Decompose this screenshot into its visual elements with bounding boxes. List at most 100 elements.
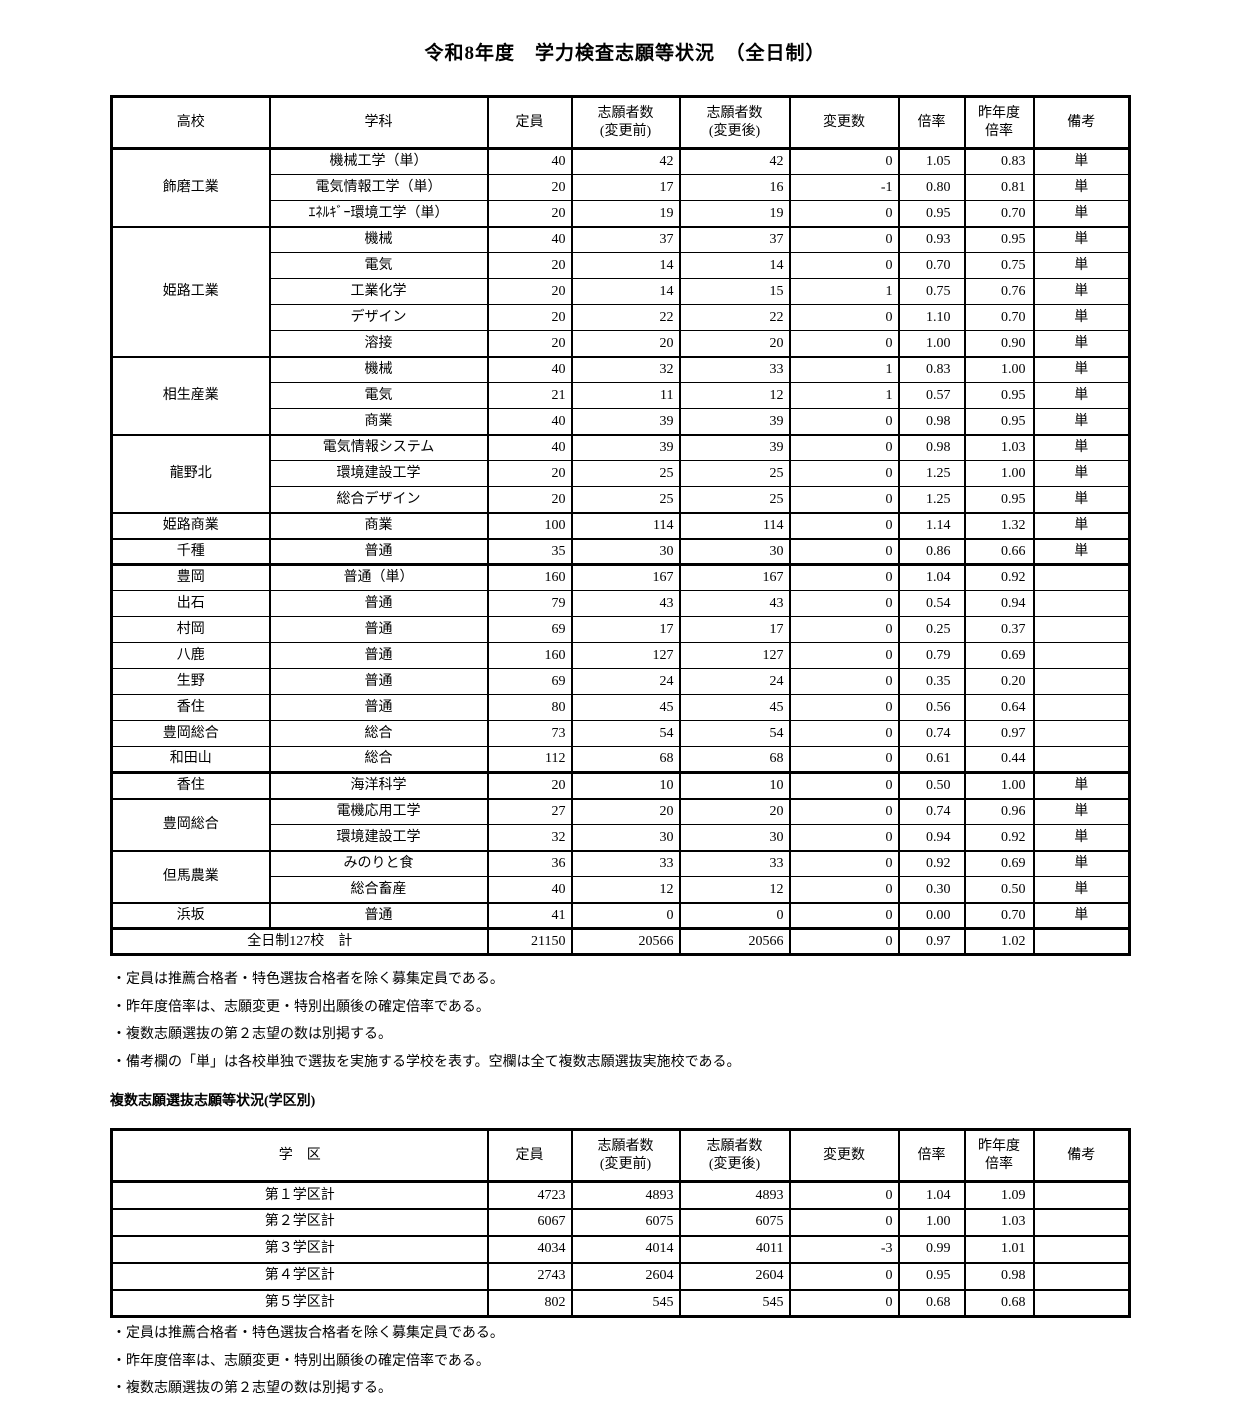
exam-table-header-row: 高校 学科 定員 志願者数 (変更前) 志願者数 (変更後) 変更数 倍率 昨年…: [110, 96, 1131, 150]
prev-ratio-cell: 0.37: [963, 616, 1035, 643]
table-row: 香住 普通 80 45 45 0 0.56 0.64: [110, 694, 1131, 721]
prev-ratio-cell: 1.00: [963, 771, 1035, 799]
capacity-cell: 4723: [486, 1181, 573, 1209]
table-row: 香住 海洋科学 20 10 10 0 0.50 1.00 単: [110, 771, 1131, 799]
department-cell: 普通（単）: [268, 563, 489, 591]
prev-ratio-cell: 0.70: [963, 200, 1035, 227]
prev-ratio-cell: 0.95: [963, 382, 1035, 409]
prev-ratio-cell: 0.64: [963, 694, 1035, 721]
applicants-after-cell: 20: [678, 330, 791, 357]
change-cell: 0: [788, 720, 900, 747]
remarks-cell: 単: [1032, 511, 1131, 539]
ratio-cell: 0.54: [897, 590, 966, 617]
capacity-cell: 2743: [486, 1261, 573, 1290]
ratio-cell: 0.83: [897, 355, 966, 383]
applicants-after-cell: 30: [678, 537, 791, 565]
capacity-cell: 36: [486, 849, 573, 877]
school-cell: 飾磨工業: [110, 148, 271, 227]
table-row: 商業 40 39 39 0 0.98 0.95 単: [112, 408, 1131, 435]
prev-ratio-cell: 0.94: [963, 590, 1035, 617]
ratio-cell: 0.75: [897, 278, 966, 305]
applicants-before-cell: 14: [570, 278, 681, 305]
table-row: 電気情報工学（単） 20 17 16 -1 0.80 0.81 単: [112, 174, 1131, 201]
ratio-cell: 0.56: [897, 694, 966, 721]
table2-notes: ・定員は推薦合格者・特色選抜合格者を除く募集定員である。 ・昨年度倍率は、志願変更…: [112, 1322, 1192, 1405]
total-label-cell: 全日制127校 計: [110, 927, 489, 955]
department-cell: 総合: [268, 746, 489, 773]
applicants-before-cell: 4893: [570, 1181, 681, 1209]
applicants-before-cell: 2604: [570, 1261, 681, 1290]
table-row: 龍野北 電気情報システム 40 39 39 0 0.98 1.03 単: [110, 433, 1131, 513]
applicants-after-cell: 6075: [678, 1207, 791, 1236]
note-line: ・複数志願選抜の第２志望の数は別掲する。: [112, 1027, 392, 1042]
remarks-cell: 単: [1032, 901, 1131, 929]
remarks-cell: 単: [1032, 355, 1131, 383]
department-cell: 工業化学: [268, 278, 489, 305]
capacity-cell: 40: [486, 225, 573, 253]
change-cell: 0: [788, 927, 900, 955]
change-cell: 0: [788, 304, 900, 331]
remarks-cell: 単: [1032, 797, 1131, 825]
ratio-cell: 0.95: [897, 1261, 966, 1290]
col-header-capacity: 定員: [486, 96, 573, 150]
ratio-cell: 0.86: [897, 537, 966, 565]
applicants-before-cell: 20: [570, 330, 681, 357]
table-row: 豊岡総合 電機応用工学 27 20 20 0 0.74 0.96 単: [110, 797, 1131, 851]
table-row: 飾磨工業 機械工学（単） 40 42 42 0 1.05 0.83 単: [110, 148, 1131, 227]
applicants-after-cell: 15: [678, 278, 791, 305]
prev-ratio-cell: 1.03: [963, 433, 1035, 461]
table-row: 村岡 普通 69 17 17 0 0.25 0.37: [110, 616, 1131, 643]
col-header-change: 変更数: [788, 96, 900, 150]
capacity-cell: 20: [486, 278, 573, 305]
ratio-cell: 0.98: [897, 433, 966, 461]
change-cell: 0: [788, 797, 900, 825]
col-header-applicants-after: 志願者数 (変更後): [678, 1129, 791, 1183]
note-line: ・昨年度倍率は、志願変更・特別出願後の確定倍率である。: [112, 1353, 490, 1369]
school-cell: 龍野北: [110, 433, 271, 513]
district-table-title: 複数志願選抜志願等状況(学区別): [110, 1094, 316, 1109]
table-row: 環境建設工学 20 25 25 0 1.25 1.00 単: [112, 460, 1131, 487]
capacity-cell: 112: [486, 746, 573, 773]
prev-ratio-cell: 0.70: [963, 901, 1035, 929]
ratio-cell: 0.94: [897, 824, 966, 851]
change-cell: 0: [788, 824, 900, 851]
ratio-cell: 0.00: [897, 901, 966, 929]
applicants-before-cell: 30: [570, 824, 681, 851]
table-row: 豊岡 普通（単） 160 167 167 0 1.04 0.92: [110, 563, 1131, 591]
applicants-after-cell: 16: [678, 174, 791, 201]
col-header-school: 高校: [110, 96, 271, 150]
applicants-before-cell: 37: [570, 225, 681, 253]
prev-ratio-cell: 0.95: [963, 486, 1035, 513]
capacity-cell: 160: [486, 642, 573, 669]
ratio-cell: 0.74: [897, 797, 966, 825]
col-header-department: 学科: [268, 96, 489, 150]
table-row: 電気 20 14 14 0 0.70 0.75 単: [112, 252, 1131, 279]
prev-ratio-cell: 0.69: [963, 642, 1035, 669]
applicants-after-cell: 39: [678, 433, 791, 461]
district-row: 第３学区計 4034 4014 4011 -3 0.99 1.01: [110, 1234, 1131, 1263]
change-cell: 0: [788, 200, 900, 227]
remarks-cell: 単: [1032, 330, 1131, 357]
ratio-cell: 0.25: [897, 616, 966, 643]
applicants-after-cell: 20: [678, 797, 791, 825]
ratio-cell: 0.68: [897, 1288, 966, 1317]
capacity-cell: 21: [486, 382, 573, 409]
department-cell: みのりと食: [268, 849, 489, 877]
remarks-cell: 単: [1032, 486, 1131, 513]
prev-ratio-cell: 1.09: [963, 1181, 1035, 1209]
capacity-cell: 69: [486, 616, 573, 643]
applicants-before-cell: 25: [570, 486, 681, 513]
change-cell: 0: [788, 225, 900, 253]
capacity-cell: 41: [486, 901, 573, 929]
department-cell: 海洋科学: [268, 771, 489, 799]
remarks-cell: [1032, 563, 1131, 591]
change-cell: 0: [788, 901, 900, 929]
applicants-before-cell: 17: [570, 616, 681, 643]
applicants-after-cell: 12: [678, 382, 791, 409]
school-cell: 香住: [110, 694, 271, 721]
change-cell: -1: [788, 174, 900, 201]
remarks-cell: [1032, 1207, 1131, 1236]
school-cell: 出石: [110, 590, 271, 617]
applicants-before-cell: 17: [570, 174, 681, 201]
capacity-cell: 20: [486, 174, 573, 201]
